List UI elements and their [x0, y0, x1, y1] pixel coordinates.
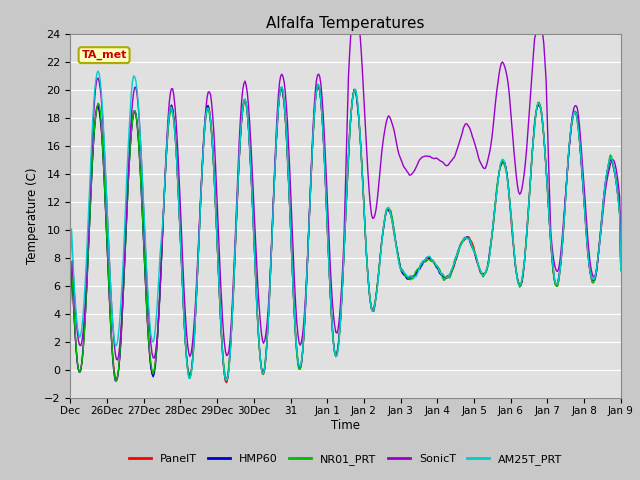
Legend: PanelT, HMP60, NR01_PRT, SonicT, AM25T_PRT: PanelT, HMP60, NR01_PRT, SonicT, AM25T_P…: [125, 450, 566, 469]
Y-axis label: Temperature (C): Temperature (C): [26, 168, 38, 264]
X-axis label: Time: Time: [331, 419, 360, 432]
Text: TA_met: TA_met: [81, 50, 127, 60]
Title: Alfalfa Temperatures: Alfalfa Temperatures: [266, 16, 425, 31]
